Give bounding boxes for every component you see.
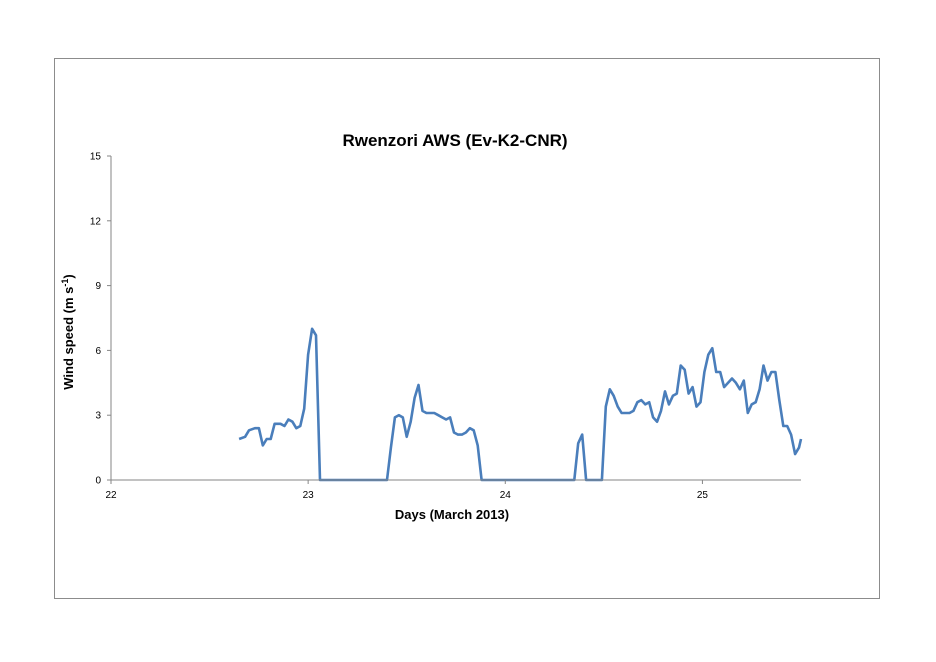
x-tick-label: 22 bbox=[105, 490, 117, 501]
chart-svg: Rwenzori AWS (Ev-K2-CNR) 0 3 6 9 12 15 22 23 24… bbox=[60, 131, 803, 522]
x-tick-label: 25 bbox=[697, 490, 709, 501]
y-tick-label: 15 bbox=[90, 152, 102, 163]
y-tick-label: 0 bbox=[95, 476, 101, 487]
y-tick-label: 3 bbox=[95, 411, 101, 422]
y-axis-title-close: ) bbox=[61, 274, 76, 278]
x-axis-ticks: 22 23 24 25 bbox=[105, 480, 708, 501]
y-axis-title-main: Wind speed (m s bbox=[61, 287, 76, 390]
chart-frame: Rwenzori AWS (Ev-K2-CNR) 0 3 6 9 12 15 22 23 24… bbox=[54, 58, 880, 599]
y-tick-label: 12 bbox=[90, 216, 102, 227]
plot-area bbox=[238, 327, 803, 482]
y-tick-label: 6 bbox=[95, 346, 101, 357]
series-line-wind-speed bbox=[238, 327, 803, 482]
x-axis-title: Days (March 2013) bbox=[395, 507, 509, 522]
x-tick-label: 24 bbox=[500, 490, 512, 501]
y-axis-title-superscript: -1 bbox=[60, 279, 70, 287]
y-axis-title: Wind speed (m s-1) bbox=[60, 274, 76, 390]
y-axis-ticks: 0 3 6 9 12 15 bbox=[90, 152, 111, 487]
y-tick-label: 9 bbox=[95, 281, 101, 292]
x-tick-label: 23 bbox=[303, 490, 315, 501]
chart-title: Rwenzori AWS (Ev-K2-CNR) bbox=[342, 131, 567, 150]
